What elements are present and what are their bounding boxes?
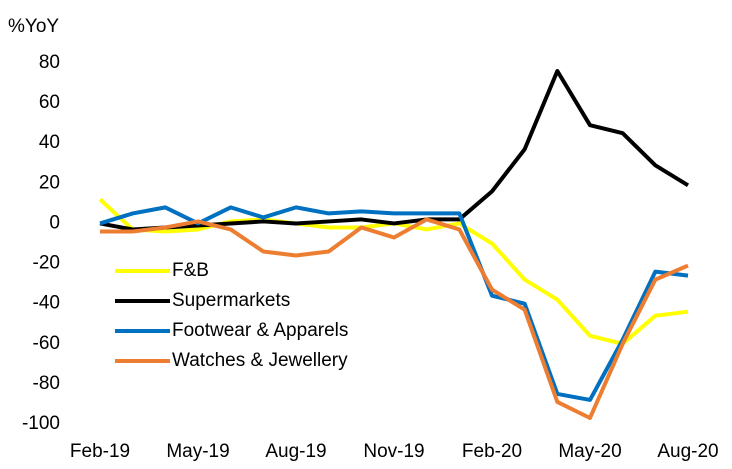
y-tick-label: -40 — [33, 293, 60, 314]
x-tick-label: Aug-19 — [265, 441, 326, 462]
line-series — [99, 69, 690, 232]
y-tick-label: 80 — [39, 52, 60, 73]
y-tick-label: -60 — [33, 333, 60, 354]
x-tick-label: Feb-19 — [70, 441, 130, 462]
legend-label: Footwear & Apparels — [172, 320, 348, 341]
y-tick-label: 40 — [39, 132, 60, 153]
x-tick-label: May-19 — [166, 441, 229, 462]
legend-label: F&B — [172, 260, 209, 281]
legend-label: Supermarkets — [172, 290, 290, 311]
y-tick-label: 20 — [39, 172, 60, 193]
legend-label: Watches & Jewellery — [172, 350, 348, 371]
x-tick-label: May-20 — [558, 441, 621, 462]
y-tick-label: -20 — [33, 253, 60, 274]
x-tick-label: Aug-20 — [657, 441, 718, 462]
y-tick-label: 0 — [49, 212, 60, 233]
line-series — [100, 217, 689, 420]
y-tick-label: 60 — [39, 92, 60, 113]
x-tick-label: Nov-19 — [363, 441, 424, 462]
y-tick-label: -80 — [33, 373, 60, 394]
y-tick-label: -100 — [22, 413, 60, 434]
x-tick-label: Feb-20 — [462, 441, 522, 462]
y-axis-label: %YoY — [8, 16, 59, 37]
